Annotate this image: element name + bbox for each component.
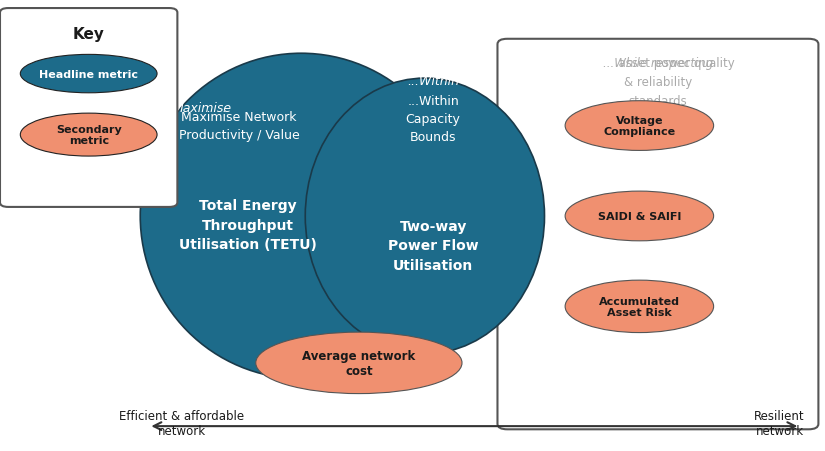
Text: Secondary
metric: Secondary metric bbox=[56, 124, 121, 146]
Ellipse shape bbox=[565, 281, 714, 333]
Text: Key: Key bbox=[73, 27, 105, 42]
Ellipse shape bbox=[21, 55, 157, 93]
Text: ...While respecting: ...While respecting bbox=[603, 56, 713, 69]
Text: Accumulated
Asset Risk: Accumulated Asset Risk bbox=[599, 296, 680, 318]
Text: ...Within
Capacity
Bounds: ...Within Capacity Bounds bbox=[406, 95, 460, 144]
Text: Total Energy
Throughput
Utilisation (TETU): Total Energy Throughput Utilisation (TET… bbox=[178, 199, 317, 252]
Ellipse shape bbox=[565, 101, 714, 151]
Ellipse shape bbox=[140, 54, 462, 379]
Text: Average network
cost: Average network cost bbox=[302, 349, 416, 377]
Text: ...Within: ...Within bbox=[407, 75, 460, 87]
Text: asset power quality
& reliability
standards: asset power quality & reliability standa… bbox=[581, 56, 735, 107]
Text: SAIDI & SAIFI: SAIDI & SAIFI bbox=[597, 212, 681, 221]
Text: Efficient & affordable
network: Efficient & affordable network bbox=[119, 410, 244, 437]
Ellipse shape bbox=[305, 79, 544, 354]
Ellipse shape bbox=[565, 192, 714, 241]
Text: Headline metric: Headline metric bbox=[40, 69, 139, 79]
Text: Resilient
network: Resilient network bbox=[754, 410, 805, 437]
Ellipse shape bbox=[21, 114, 157, 157]
FancyBboxPatch shape bbox=[497, 40, 818, 429]
Ellipse shape bbox=[256, 332, 462, 394]
Text: Maximise: Maximise bbox=[172, 102, 232, 115]
Text: Two-way
Power Flow
Utilisation: Two-way Power Flow Utilisation bbox=[388, 219, 478, 272]
Text: Maximise Network
Productivity / Value: Maximise Network Productivity / Value bbox=[179, 111, 299, 142]
FancyBboxPatch shape bbox=[0, 9, 177, 207]
Text: Voltage
Compliance: Voltage Compliance bbox=[603, 115, 676, 137]
